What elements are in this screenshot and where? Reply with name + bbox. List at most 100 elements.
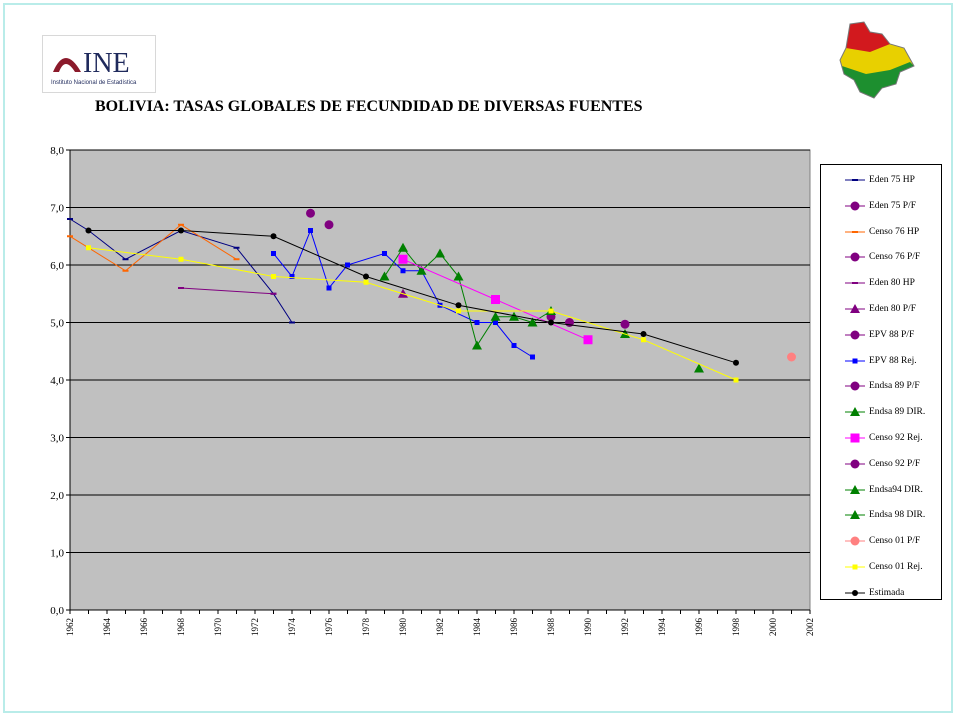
legend-item: Endsa94 DIR. [821, 483, 941, 497]
legend-swatch [845, 536, 865, 546]
legend-swatch [845, 179, 865, 181]
legend-item: Censo 92 Rej. [821, 431, 941, 445]
data-point [85, 227, 92, 234]
data-point [474, 320, 480, 325]
data-point [271, 251, 276, 256]
x-tick-label: 1994 [657, 618, 667, 637]
logo-text: INE [83, 48, 130, 79]
legend-label: Censo 01 P/F [869, 536, 921, 547]
data-point [326, 285, 332, 291]
data-point [641, 337, 646, 343]
x-tick-label: 1990 [583, 618, 593, 637]
x-tick-label: 1972 [250, 618, 260, 636]
x-tick-label: 1964 [102, 618, 112, 637]
data-point [398, 254, 408, 264]
data-point [527, 317, 538, 327]
x-tick-label: 2000 [768, 618, 778, 637]
legend-swatch [845, 381, 865, 391]
legend-swatch [845, 201, 865, 211]
series-5 [398, 288, 408, 298]
data-point [583, 335, 593, 345]
data-point [694, 363, 704, 373]
series-1 [306, 208, 334, 230]
ine-logo: INE Instituto Nacional de Estadística [42, 35, 156, 93]
legend-item: Endsa 98 DIR. [821, 508, 941, 522]
y-tick-label: 7,0 [50, 203, 64, 215]
legend-item: Estimada [821, 586, 941, 600]
legend-label: Endsa 98 DIR. [869, 510, 926, 521]
data-point [787, 352, 796, 362]
legend-item: Censo 76 P/F [821, 250, 941, 264]
data-point [640, 331, 647, 337]
legend-label: Eden 75 HP [869, 175, 915, 185]
data-point [511, 343, 517, 348]
logo-subtitle: Instituto Nacional de Estadística [51, 80, 137, 86]
data-point [345, 262, 350, 268]
y-tick-label: 5,0 [50, 318, 64, 330]
data-point [530, 354, 535, 360]
legend-item: EPV 88 Rej. [821, 354, 941, 368]
x-tick-label: 1998 [731, 618, 741, 637]
data-point [453, 271, 464, 281]
legend-label: EPV 88 Rej. [869, 355, 917, 366]
legend-item: Eden 75 P/F [821, 199, 941, 213]
data-point [398, 242, 408, 252]
data-point [363, 273, 369, 280]
series-12 [620, 329, 630, 338]
series-13 [694, 363, 704, 373]
x-tick-label: 2002 [805, 618, 815, 636]
data-point [456, 308, 461, 314]
legend-swatch [845, 433, 865, 443]
legend-item: Eden 80 HP [821, 276, 941, 290]
chart-title: BOLIVIA: TASAS GLOBALES DE FECUNDIDAD DE… [95, 98, 643, 115]
legend-label: Censo 76 P/F [869, 252, 921, 263]
legend-label: Eden 75 P/F [869, 200, 916, 211]
y-tick-label: 6,0 [50, 260, 64, 272]
legend-swatch [845, 484, 865, 494]
series-line [180, 287, 274, 295]
data-point [398, 288, 408, 298]
legend-swatch [845, 304, 865, 313]
data-point [733, 359, 739, 366]
data-point [306, 208, 315, 218]
series-10 [398, 254, 593, 345]
legend-swatch [845, 510, 865, 520]
legend-swatch [845, 252, 865, 262]
series-11 [620, 319, 630, 329]
x-tick-label: 1996 [694, 618, 704, 637]
legend-item: Censo 01 P/F [821, 534, 941, 548]
series-line [88, 247, 737, 381]
x-tick-label: 1986 [509, 618, 519, 637]
x-tick-label: 1988 [546, 618, 556, 637]
x-tick-label: 1978 [361, 618, 371, 637]
legend-item: Endsa 89 P/F [821, 379, 941, 393]
data-point [271, 274, 276, 279]
data-point [435, 248, 445, 258]
legend-label: EPV 88 P/F [869, 329, 915, 340]
ine-logo-icon: INE Instituto Nacional de Estadística [51, 48, 137, 86]
series-15 [86, 245, 739, 383]
series-14 [787, 352, 796, 362]
x-tick-label: 1976 [324, 618, 334, 637]
y-tick-label: 2,0 [50, 490, 64, 502]
data-point [270, 233, 277, 240]
data-point [379, 271, 390, 281]
legend-item: EPV 88 P/F [821, 328, 941, 342]
data-point [289, 274, 295, 279]
x-tick-label: 1970 [213, 618, 223, 637]
x-tick-label: 1968 [176, 618, 186, 637]
data-point [472, 340, 482, 350]
legend-label: Eden 80 HP [869, 278, 915, 289]
series-line [88, 230, 737, 364]
series-16 [85, 227, 739, 366]
legend-swatch [845, 564, 865, 570]
legend-item: Censo 01 Rej. [821, 560, 941, 574]
x-tick-label: 1966 [139, 618, 149, 637]
y-tick-label: 4,0 [50, 375, 64, 387]
legend-swatch [845, 589, 865, 596]
x-tick-label: 1974 [287, 618, 297, 637]
y-tick-label: 3,0 [50, 433, 64, 445]
data-point [509, 311, 519, 321]
data-point [490, 311, 501, 321]
